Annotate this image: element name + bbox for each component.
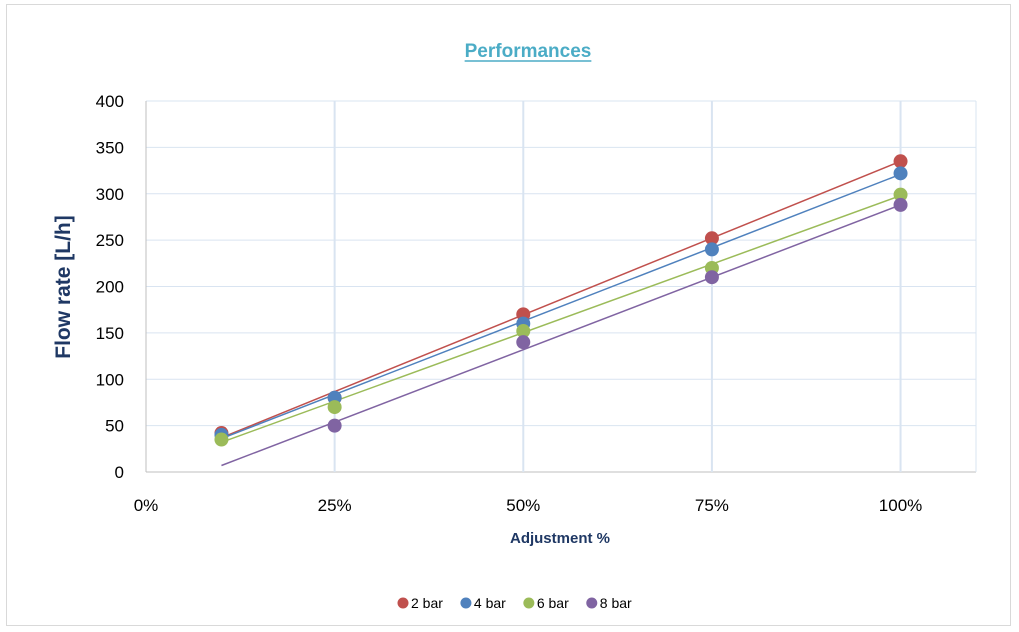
x-tick-label: 100% <box>879 496 922 515</box>
x-axis-ticks: 0% 25% 50% 75% 100% <box>134 496 923 515</box>
point-2-bar <box>893 154 908 169</box>
point-4-bar <box>893 166 908 181</box>
chart-title: Performances <box>465 41 592 62</box>
y-tick-label: 0 <box>115 463 124 482</box>
y-axis-label: Flow rate [L/h] <box>52 215 75 359</box>
legend-label: 6 bar <box>537 595 569 611</box>
legend-item-4-bar: 4 bar <box>460 595 506 611</box>
legend: 2 bar 4 bar 6 bar 8 bar <box>397 595 632 611</box>
legend-label: 4 bar <box>474 595 506 611</box>
legend-item-8-bar: 8 bar <box>586 595 632 611</box>
x-tick-label: 50% <box>506 496 540 515</box>
chart-frame <box>6 4 1011 626</box>
y-tick-label: 150 <box>96 324 124 343</box>
x-tick-label: 0% <box>134 496 159 515</box>
legend-item-2-bar: 2 bar <box>397 595 443 611</box>
x-tick-label: 25% <box>318 496 352 515</box>
legend-label: 2 bar <box>411 595 443 611</box>
trendlines <box>221 160 901 467</box>
data-points <box>214 154 908 447</box>
legend-label: 8 bar <box>600 595 632 611</box>
y-tick-label: 200 <box>96 278 124 297</box>
y-tick-label: 50 <box>105 417 124 436</box>
trendline-6-bar <box>221 194 901 444</box>
point-6-bar <box>893 187 908 202</box>
point-8-bar <box>893 197 908 212</box>
trendline-4-bar <box>221 173 901 440</box>
y-tick-label: 300 <box>96 185 124 204</box>
point-8-bar <box>704 270 719 285</box>
trendline-2-bar <box>221 160 901 439</box>
legend-marker <box>397 597 409 609</box>
point-8-bar <box>516 335 531 350</box>
point-6-bar <box>516 324 531 339</box>
y-axis-ticks: 0 50 100 150 200 250 300 350 400 <box>96 92 124 482</box>
trendline-8-bar <box>221 204 901 467</box>
y-tick-label: 400 <box>96 92 124 111</box>
point-6-bar <box>327 400 342 415</box>
grid-lines <box>145 100 977 473</box>
legend-marker <box>523 597 535 609</box>
y-tick-label: 100 <box>96 370 124 389</box>
x-axis-label: Adjustment % <box>510 530 610 547</box>
legend-marker <box>586 597 598 609</box>
legend-item-6-bar: 6 bar <box>523 595 569 611</box>
point-2-bar <box>704 231 719 246</box>
point-4-bar <box>704 242 719 257</box>
legend-marker <box>460 597 472 609</box>
x-tick-label: 75% <box>695 496 729 515</box>
point-8-bar <box>327 418 342 433</box>
y-tick-label: 350 <box>96 138 124 157</box>
point-6-bar <box>214 432 229 447</box>
y-tick-label: 250 <box>96 231 124 250</box>
